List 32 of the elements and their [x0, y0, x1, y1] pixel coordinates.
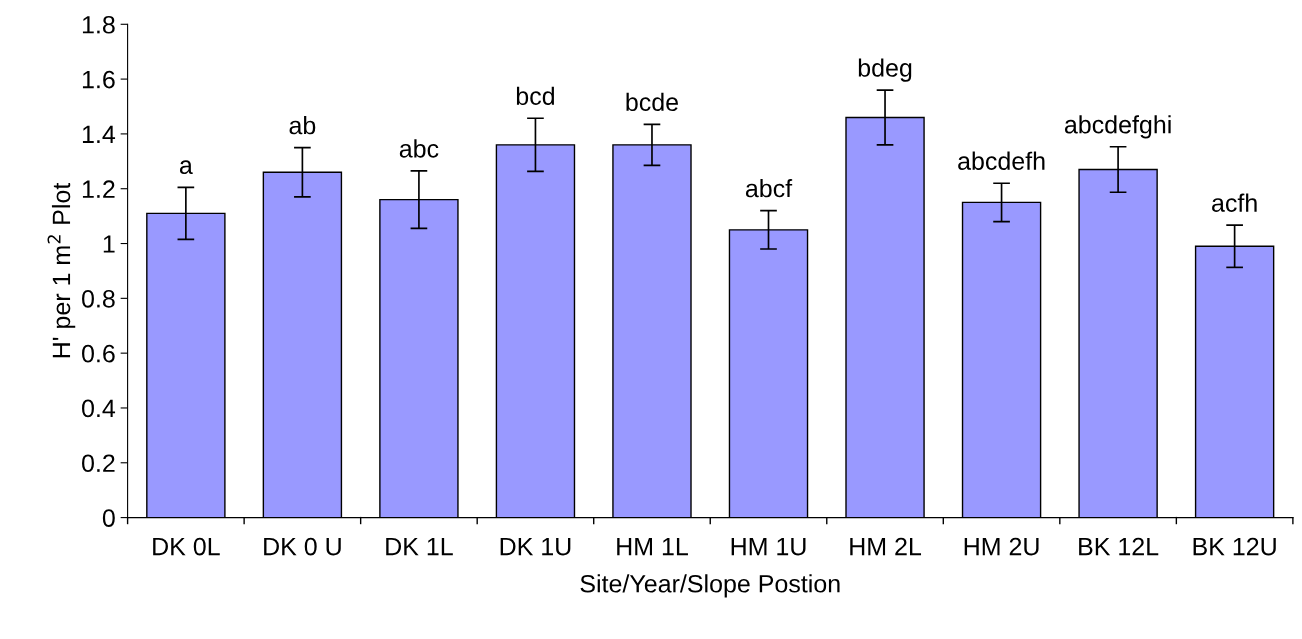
- annotation: bcd: [516, 86, 554, 106]
- x-tick-label: DK 1L: [386, 537, 453, 556]
- x-tick-label: DK 0L: [153, 537, 220, 556]
- y-tick-label: 0.4: [82, 399, 116, 418]
- y-tick-label: 1.6: [82, 70, 115, 89]
- y-tick-label: 0: [102, 509, 115, 527]
- y-tick-label: 0.2: [82, 454, 115, 473]
- y-tick-label: 0.6: [82, 344, 115, 363]
- x-tick-label: HM 2U: [964, 537, 1039, 556]
- y-tick-label: 1.8: [82, 15, 115, 34]
- annotation: abcdefh: [958, 151, 1045, 170]
- y-tick-label: 1.2: [82, 180, 115, 198]
- x-tick-label: HM 2L: [850, 537, 922, 556]
- y-tick-label: 1.4: [82, 125, 116, 143]
- x-tick-label: DK 1U: [500, 537, 571, 556]
- annotation: a: [179, 160, 193, 175]
- annotation: bcde: [626, 92, 678, 112]
- annotation: abcdefghi: [1064, 115, 1171, 139]
- annotation: abcf: [745, 179, 793, 198]
- x-tick-label: DK 0 U: [264, 537, 341, 556]
- annotation: acfh: [1212, 193, 1257, 212]
- annotation: abc: [399, 139, 439, 158]
- x-tick-label: BK 12U: [1193, 537, 1276, 556]
- y-tick-label: 1: [103, 235, 115, 253]
- x-tick-label: HM 1L: [617, 537, 688, 556]
- x-tick-label: BK 12L: [1079, 537, 1159, 556]
- y-axis-title: H' per 1 m$^{2}$ Plot: [47, 182, 76, 358]
- annotation: ab: [289, 115, 316, 135]
- annotation: bdeg: [858, 58, 912, 82]
- x-axis-title: Site/Year/Slope Postion: [580, 574, 840, 598]
- x-tick-label: HM 1U: [731, 537, 806, 556]
- y-tick-label: 0.8: [82, 289, 115, 308]
